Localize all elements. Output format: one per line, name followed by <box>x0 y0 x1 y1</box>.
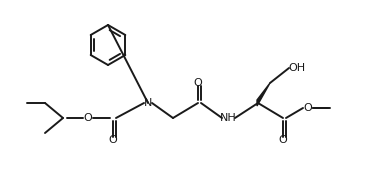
Polygon shape <box>257 83 270 106</box>
Text: O: O <box>194 78 203 88</box>
Text: O: O <box>279 135 288 145</box>
Text: OH: OH <box>288 63 306 73</box>
Text: O: O <box>109 135 118 145</box>
Text: O: O <box>84 113 92 123</box>
Text: N: N <box>144 98 152 108</box>
Text: O: O <box>304 103 312 113</box>
Text: NH: NH <box>220 113 236 123</box>
